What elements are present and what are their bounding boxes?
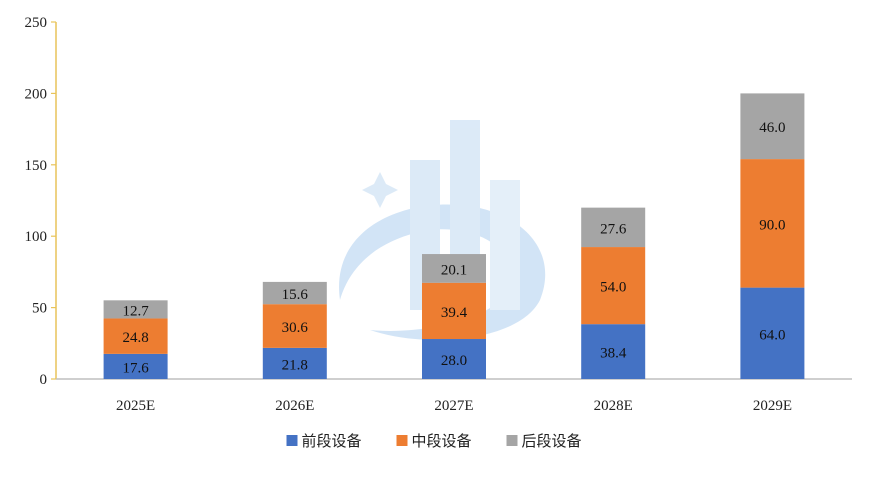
legend-label: 后段设备 <box>522 432 582 450</box>
data-label: 21.8 <box>282 357 308 373</box>
bar-segment <box>581 247 646 325</box>
bar-segment <box>103 353 168 379</box>
watermark-logo <box>339 120 546 340</box>
bar-segment <box>740 159 805 288</box>
bar-segment <box>740 287 805 379</box>
bar-segment <box>581 207 646 248</box>
y-tick-label: 250 <box>25 15 48 31</box>
bar-segment <box>262 347 327 379</box>
y-tick-label: 0 <box>40 372 48 388</box>
legend-swatch <box>506 435 518 446</box>
x-tick-label: 2029E <box>753 398 792 414</box>
bar-segment <box>422 254 486 283</box>
bar-segment <box>422 339 486 379</box>
bar-segment <box>740 93 805 160</box>
bar-segment <box>103 300 168 319</box>
data-label: 90.0 <box>759 217 785 233</box>
legend-swatch <box>286 435 298 446</box>
legend-swatch <box>396 435 408 446</box>
data-label: 39.4 <box>441 305 468 321</box>
x-tick-label: 2025E <box>116 398 155 414</box>
legend-label: 前段设备 <box>302 432 362 450</box>
y-tick-label: 150 <box>25 158 48 174</box>
bar-segment <box>103 318 168 354</box>
data-label: 54.0 <box>600 280 626 296</box>
data-label: 27.6 <box>600 221 627 237</box>
data-label: 46.0 <box>759 120 785 136</box>
bar-segment <box>262 281 327 305</box>
bar-segment <box>581 324 646 379</box>
x-tick-label: 2026E <box>275 398 314 414</box>
data-label: 28.0 <box>441 353 467 369</box>
data-label: 64.0 <box>759 327 785 343</box>
bar-segment <box>262 304 327 348</box>
data-label: 30.6 <box>282 320 309 336</box>
data-label: 24.8 <box>122 330 148 346</box>
y-tick-label: 200 <box>25 86 48 102</box>
x-tick-label: 2027E <box>434 398 473 414</box>
bar-segment <box>422 282 486 340</box>
data-label: 38.4 <box>600 346 627 362</box>
y-tick-label: 50 <box>32 301 47 317</box>
x-tick-label: 2028E <box>594 398 633 414</box>
legend-label: 中段设备 <box>412 432 472 450</box>
data-label: 15.6 <box>282 287 309 303</box>
data-label: 20.1 <box>441 262 467 278</box>
data-label: 17.6 <box>122 360 149 376</box>
y-tick-label: 100 <box>25 229 48 245</box>
data-label: 12.7 <box>122 303 149 319</box>
